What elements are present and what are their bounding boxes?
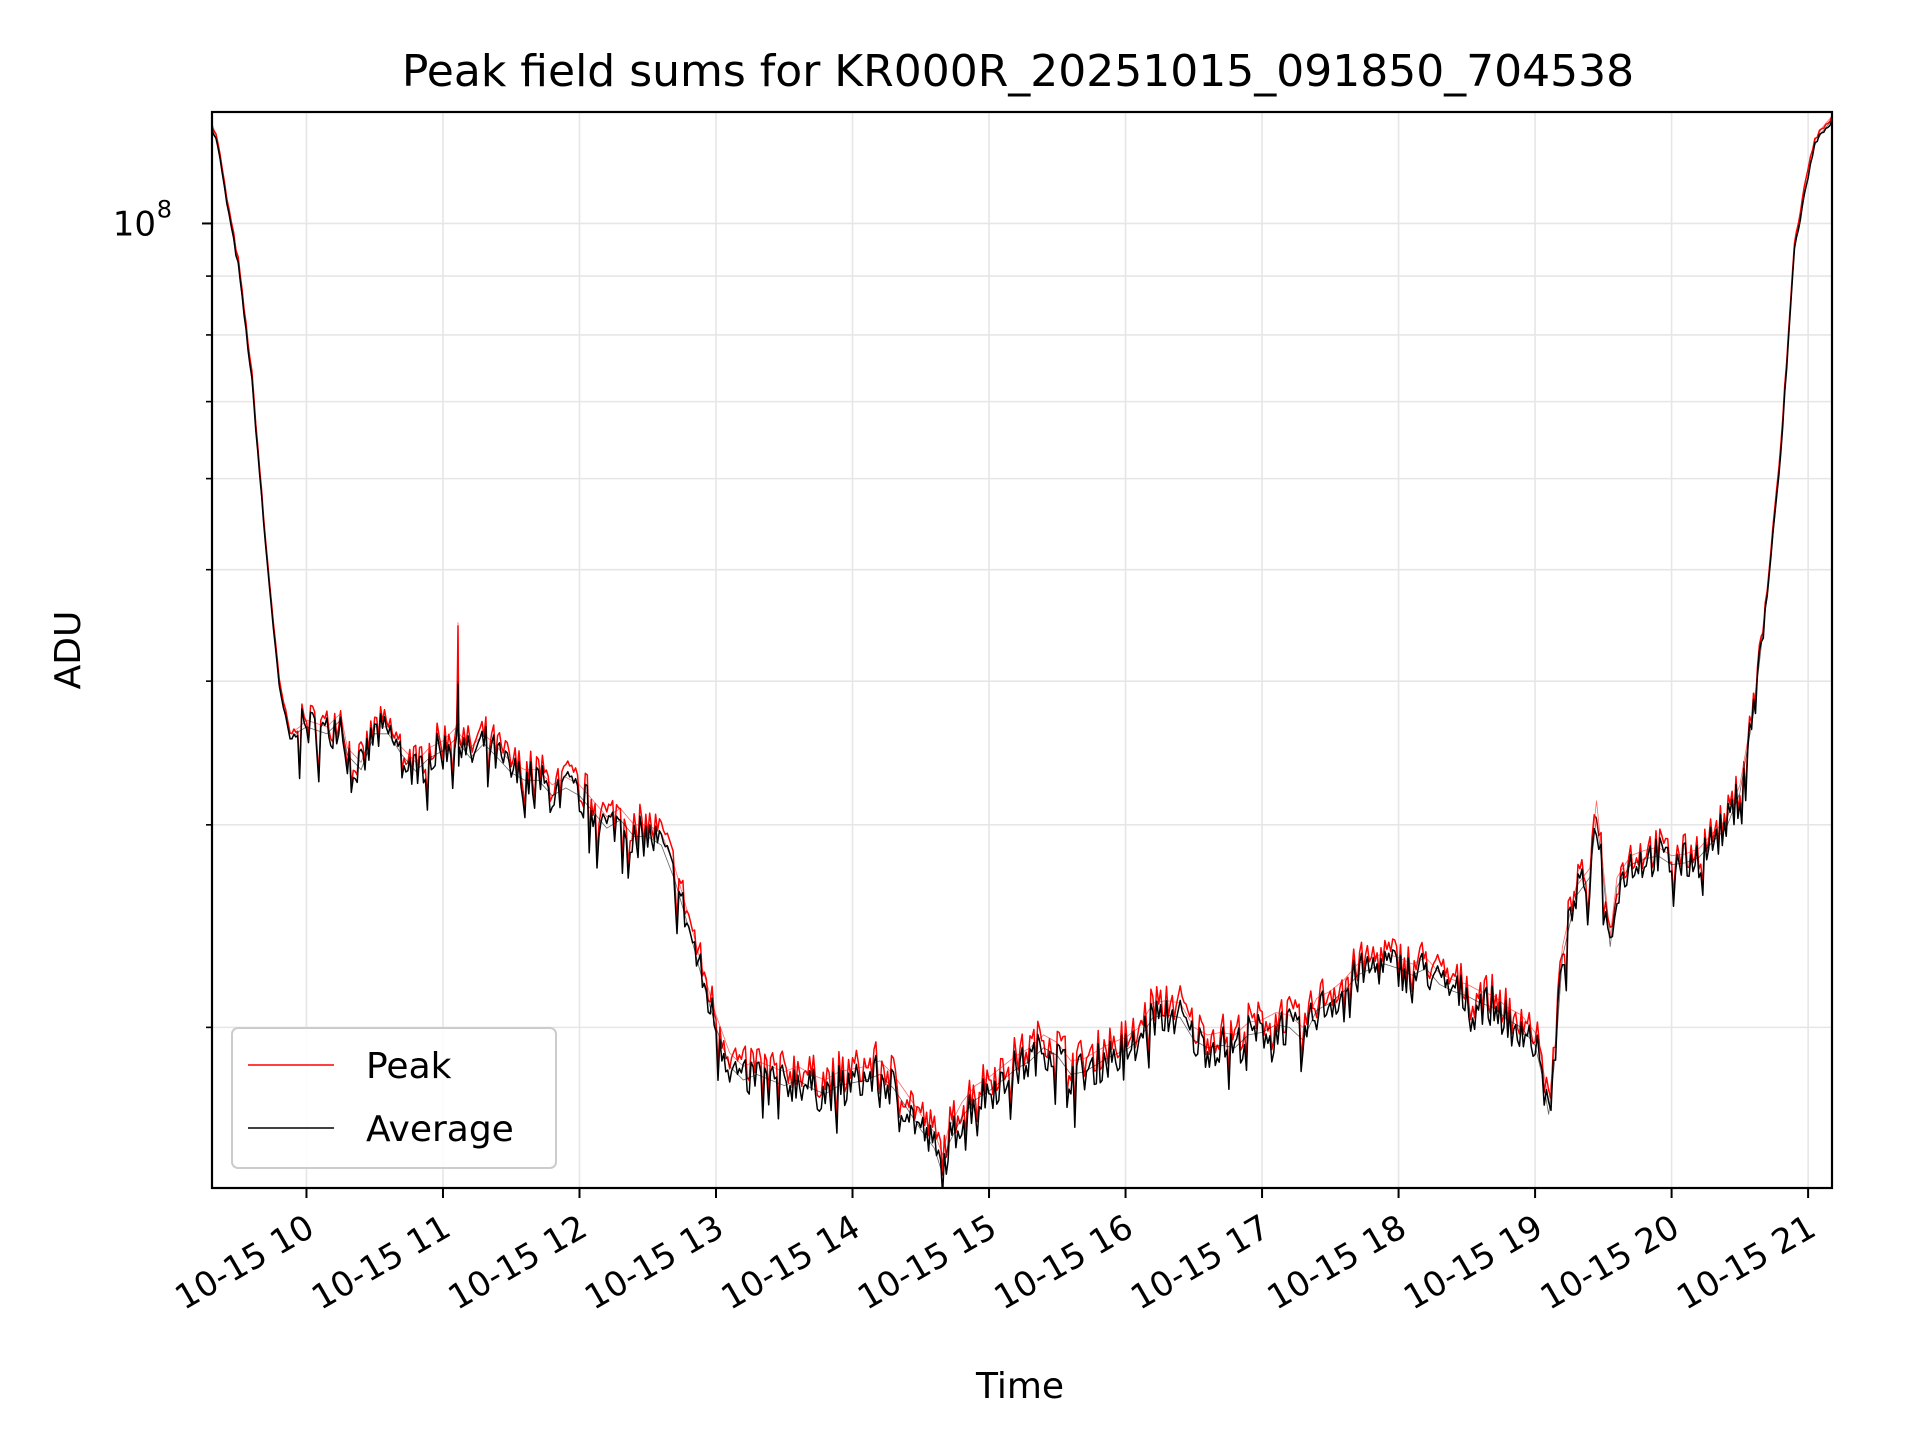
series-line-average [212, 119, 1832, 1188]
y-tick-label-base: 10 [113, 204, 156, 244]
series-trend-average [212, 119, 1832, 1175]
y-axis-label: ADU [48, 611, 89, 690]
legend-average-label: Average [366, 1109, 514, 1150]
legend-peak-label: Peak [366, 1046, 452, 1087]
series-trend-peak [212, 115, 1832, 1157]
plot-frame [210, 110, 1834, 1190]
grid [212, 112, 1832, 1188]
series-average [212, 119, 1832, 1188]
legend-box [231, 1027, 557, 1169]
chart-title: Peak field sums for KR000R_20251015_0918… [402, 46, 1634, 97]
y-axis: 10 8 [113, 195, 212, 1029]
legend: Peak Average [231, 1027, 557, 1169]
y-tick-label-exponent: 8 [157, 195, 172, 223]
series-layer [212, 115, 1832, 1188]
x-axis-label: Time [975, 1366, 1064, 1407]
